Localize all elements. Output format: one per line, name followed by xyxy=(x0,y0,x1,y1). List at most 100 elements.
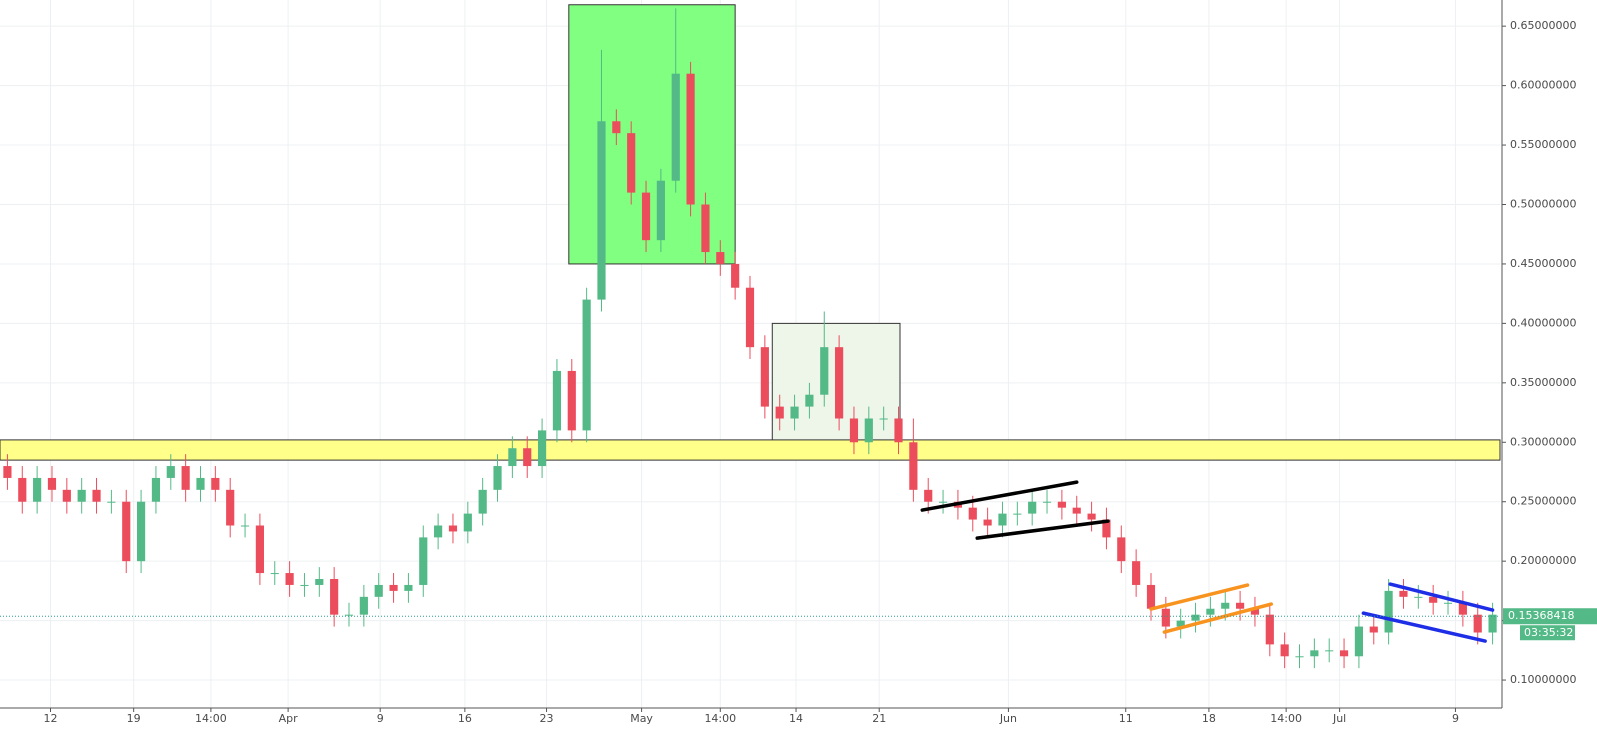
candle-body xyxy=(359,596,368,615)
candle-body xyxy=(315,579,324,585)
candle-body xyxy=(968,507,977,520)
candle-body xyxy=(849,418,859,443)
candle-body xyxy=(166,466,175,478)
candle-body xyxy=(745,287,755,348)
candle-body xyxy=(1443,602,1453,604)
x-tick-label: 23 xyxy=(540,712,554,725)
candle-body xyxy=(1146,584,1156,609)
trendline xyxy=(1162,602,1274,634)
y-tick-label: 0.35000000 xyxy=(1510,376,1576,389)
candle-body xyxy=(1117,537,1126,562)
last-price-box xyxy=(1503,608,1597,625)
x-tick-label: 19 xyxy=(127,712,141,725)
candle-body xyxy=(285,573,294,585)
y-tick-label: 0.50000000 xyxy=(1510,197,1576,210)
x-tick-label: Jun xyxy=(999,712,1017,725)
candle-body xyxy=(1013,513,1022,515)
x-tick-label: 18 xyxy=(1202,712,1216,725)
candle-body xyxy=(938,501,948,503)
candle-body xyxy=(107,501,116,503)
candle-body xyxy=(924,489,933,502)
candle-body xyxy=(1458,602,1467,615)
candle-body xyxy=(196,477,205,490)
candle-body xyxy=(181,466,190,490)
candle-body xyxy=(641,192,651,241)
x-tick-label: 12 xyxy=(43,712,57,725)
candle-body xyxy=(1399,590,1408,597)
y-tick-label: 0.10000000 xyxy=(1510,673,1576,686)
candle-body xyxy=(1102,519,1111,538)
x-tick-label: 9 xyxy=(1452,712,1459,725)
trendline xyxy=(1149,583,1250,611)
candle-body xyxy=(731,263,740,288)
countdown-box xyxy=(1520,625,1575,641)
y-tick-label: 0.65000000 xyxy=(1510,19,1576,32)
candle-body xyxy=(567,370,576,431)
candle-body xyxy=(656,180,665,241)
candle-body xyxy=(835,347,844,419)
candle-body xyxy=(1354,626,1363,657)
zone xyxy=(0,439,1501,461)
x-tick-label: 14:00 xyxy=(704,712,736,725)
candle-body xyxy=(805,394,814,407)
candle-body xyxy=(1161,608,1170,627)
candle-body xyxy=(1295,656,1304,658)
candle-body xyxy=(240,525,250,527)
candle-body xyxy=(374,584,383,597)
candle-body xyxy=(389,584,398,591)
candle-body xyxy=(1488,614,1497,633)
candle-body xyxy=(1429,596,1438,603)
last-price-label: 0.15368418 xyxy=(1508,609,1574,622)
candle-body xyxy=(909,442,918,490)
candle-body xyxy=(701,204,710,253)
x-tick-label: Jul xyxy=(1332,712,1346,725)
candle-body xyxy=(47,477,57,490)
candle-body xyxy=(122,501,131,562)
candle-body xyxy=(686,73,695,205)
candle-body xyxy=(330,579,339,615)
candle-body xyxy=(1369,626,1378,633)
y-tick-label: 0.25000000 xyxy=(1510,495,1576,508)
candle-body xyxy=(1384,590,1393,633)
candle-body xyxy=(1325,650,1334,652)
candle-body xyxy=(671,73,680,181)
x-tick-label: 14:00 xyxy=(1270,712,1302,725)
trendline xyxy=(1361,611,1487,643)
x-tick-label: 16 xyxy=(458,712,472,725)
candle-body xyxy=(627,133,636,193)
y-tick-label: 0.45000000 xyxy=(1510,257,1576,270)
candle-body xyxy=(344,614,354,616)
candle-body xyxy=(62,489,71,502)
candle-body xyxy=(493,466,502,490)
candle-body xyxy=(716,252,725,264)
candle-body xyxy=(77,489,86,502)
candle-body xyxy=(864,418,873,443)
candle-body xyxy=(597,121,606,300)
candle-body xyxy=(270,573,279,575)
y-tick-label: 0.55000000 xyxy=(1510,138,1576,151)
candle-body xyxy=(255,525,264,574)
candle-body xyxy=(1473,614,1482,633)
candle-body xyxy=(463,513,472,532)
candle-body xyxy=(434,525,443,538)
candle-body xyxy=(537,430,547,467)
candle-body xyxy=(404,584,413,591)
candle-body xyxy=(18,477,27,502)
x-tick-label: 14:00 xyxy=(195,712,227,725)
candle-body xyxy=(1250,608,1260,615)
candle-body xyxy=(820,347,829,395)
candle-body xyxy=(3,466,12,478)
trendline xyxy=(920,480,1079,512)
candle-body xyxy=(582,299,591,431)
candle-body xyxy=(1057,501,1066,508)
candle-body xyxy=(448,525,458,532)
x-tick-label: 21 xyxy=(872,712,886,725)
y-tick-label: 0.20000000 xyxy=(1510,554,1576,567)
candle-body xyxy=(1310,650,1319,657)
candle-body xyxy=(1236,602,1245,609)
candle-body xyxy=(523,448,532,467)
candle-body xyxy=(983,519,992,526)
candle-body xyxy=(419,537,428,585)
x-tick-label: 9 xyxy=(377,712,384,725)
